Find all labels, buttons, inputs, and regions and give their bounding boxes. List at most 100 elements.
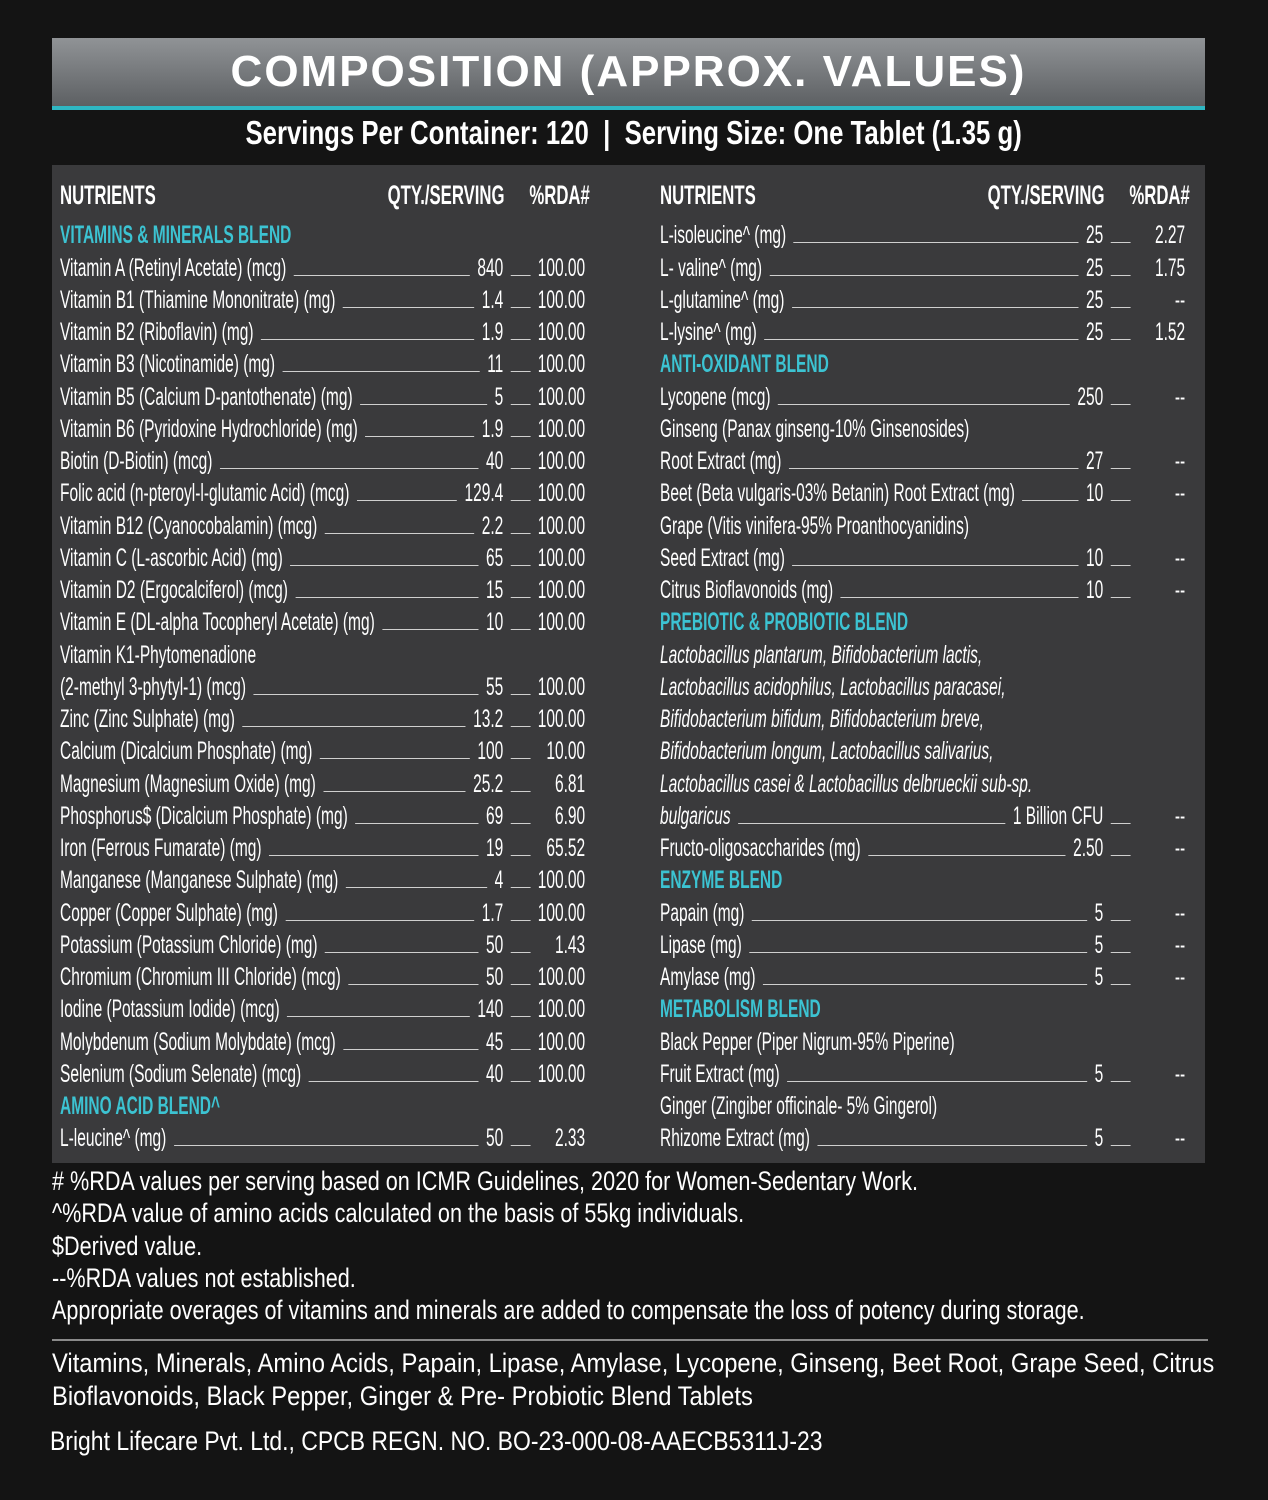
leader-line bbox=[253, 693, 479, 695]
nutrient-name: Vitamin A (Retinyl Acetate) (mcg) bbox=[60, 253, 287, 282]
leader-line bbox=[868, 855, 1066, 856]
quantity: 50 bbox=[486, 1124, 504, 1153]
ingredients-line: Bioflavonoids, Black Pepper, Ginger & Pr… bbox=[52, 1381, 753, 1411]
quantity: 1.7 bbox=[481, 898, 504, 927]
nutrient-row: Calcium (Dicalcium Phosphate) (mg) 100 10.… bbox=[60, 734, 585, 766]
nutrient-name: bulgaricus bbox=[660, 801, 731, 830]
leader-line bbox=[382, 629, 479, 631]
leader-line bbox=[1110, 951, 1131, 953]
quantity: 65 bbox=[486, 543, 504, 572]
nutrient-row: Grape (Vitis vinifera-95% Proanthocyanid… bbox=[660, 508, 1185, 540]
nutrient-row: Iodine (Potassium Iodide) (mcg) 140 100.00 bbox=[60, 992, 585, 1024]
rda: 100.00 bbox=[537, 705, 586, 733]
quantity: 140 bbox=[477, 995, 504, 1024]
nutrient-name: Vitamin C (L-ascorbic Acid) (mg) bbox=[60, 543, 283, 572]
leader-line bbox=[769, 274, 1079, 276]
nutrient-name: Vitamin K1-Phytomenadione bbox=[60, 640, 257, 669]
leader-line bbox=[324, 951, 479, 953]
divider bbox=[52, 1339, 1208, 1341]
leader-line bbox=[1110, 919, 1131, 921]
rda: -- bbox=[1174, 382, 1186, 411]
leader-line bbox=[510, 564, 531, 566]
leader-line bbox=[510, 306, 531, 308]
nutrient-name: Lactobacillus acidophilus, Lactobacillus… bbox=[660, 672, 1006, 701]
nutrient-name: Manganese (Manganese Sulphate) (mg) bbox=[60, 866, 339, 895]
quantity: 10 bbox=[486, 608, 504, 637]
nutrient-row: Vitamin K1-Phytomenadione bbox=[60, 637, 585, 669]
nutrient-row: Root Extract (mg) 27 -- bbox=[660, 444, 1185, 476]
nutrient-row: Selenium (Sodium Selenate) (mcg) 40 100.00 bbox=[60, 1057, 585, 1089]
nutrient-row: PREBIOTIC & PROBIOTIC BLEND bbox=[660, 605, 1185, 637]
leader-line bbox=[319, 758, 470, 760]
nutrient-row: Vitamin B3 (Nicotinamide) (mg) 11 100.00 bbox=[60, 347, 585, 379]
section-heading: ANTI-OXIDANT BLEND bbox=[660, 350, 829, 379]
quantity: 15 bbox=[486, 576, 504, 604]
leader-line bbox=[788, 468, 1079, 469]
nutrient-row: Vitamin B6 (Pyridoxine Hydrochloride) (m… bbox=[60, 412, 585, 444]
nutrient-name: Potassium (Potassium Chloride) (mg) bbox=[60, 930, 318, 959]
nutrient-row: Citrus Bioflavonoids (mg) 10 -- bbox=[660, 573, 1185, 605]
leader-line bbox=[287, 1016, 470, 1018]
rda: 100.00 bbox=[537, 479, 586, 508]
nutrient-row: Manganese (Manganese Sulphate) (mg) 4 100.… bbox=[60, 863, 585, 895]
nutrient-name: Chromium (Chromium III Chloride) (mcg) bbox=[60, 963, 341, 991]
rda: 100.00 bbox=[537, 608, 586, 637]
quantity: 5 bbox=[1094, 1124, 1104, 1153]
leader-line bbox=[1110, 984, 1131, 985]
nutrient-name: Iodine (Potassium Iodide) (mcg) bbox=[60, 995, 280, 1024]
nutrient-row: Ginseng (Panax ginseng-10% Ginsenosides) bbox=[660, 412, 1185, 444]
leader-line bbox=[510, 887, 531, 889]
nutrient-name: Vitamin E (DL-alpha Tocopheryl Acetate) … bbox=[60, 608, 375, 637]
footnote: # %RDA values per serving based on ICMR … bbox=[52, 1166, 919, 1196]
leader-line bbox=[1110, 468, 1131, 469]
rda: 6.90 bbox=[554, 801, 586, 830]
quantity: 11 bbox=[487, 350, 504, 379]
quantity: 50 bbox=[486, 963, 504, 991]
nutrient-row: Vitamin B1 (Thiamine Mononitrate) (mg) 1.… bbox=[60, 283, 585, 315]
footnote: Appropriate overages of vitamins and min… bbox=[52, 1295, 1085, 1326]
rda: -- bbox=[1174, 898, 1186, 927]
rda: -- bbox=[1174, 447, 1186, 475]
leader-line bbox=[1110, 1080, 1131, 1082]
section-heading: PREBIOTIC & PROBIOTIC BLEND bbox=[660, 608, 909, 637]
rda: 100.00 bbox=[537, 576, 586, 604]
subtitle-row: Servings Per Container: 120 | Serving Si… bbox=[0, 114, 1268, 152]
nutrient-row: L- valine^ (mg) 25 1.75 bbox=[660, 250, 1185, 282]
rda: -- bbox=[1174, 801, 1186, 830]
nutrient-row: Biotin (D-Biotin) (mcg) 40 100.00 bbox=[60, 444, 585, 476]
nutrient-name: Rhizome Extract (mg) bbox=[660, 1124, 810, 1153]
leader-line bbox=[295, 597, 479, 598]
quantity: 1.9 bbox=[481, 414, 504, 443]
rda: 2.27 bbox=[1154, 221, 1186, 250]
quantity: 45 bbox=[486, 1027, 504, 1056]
rda: 100.00 bbox=[537, 285, 586, 314]
nutrient-row: ENZYME BLEND bbox=[660, 863, 1185, 895]
nutrient-row: Vitamin E (DL-alpha Tocopheryl Acetate) … bbox=[60, 605, 585, 637]
nutrient-name: L- valine^ (mg) bbox=[660, 253, 763, 282]
nutrient-row: Lipase (mg) 5 -- bbox=[660, 928, 1185, 960]
nutrient-name: Iron (Ferrous Fumarate) (mg) bbox=[60, 834, 262, 862]
quantity: 5 bbox=[1094, 898, 1104, 927]
leader-line bbox=[792, 564, 1079, 566]
company: Bright Lifecare Pvt. Ltd., CPCB REGN. NO… bbox=[50, 1426, 823, 1456]
nutrient-name: (2-methyl 3-phytyl-1) (mcg) bbox=[60, 672, 247, 701]
leader-line bbox=[764, 339, 1079, 340]
nutrient-column: NUTRIENTS QTY./SERVING %RDA# VITAMINS & MIN… bbox=[60, 172, 590, 1153]
nutrient-name: Vitamin B5 (Calcium D-pantothenate) (mg) bbox=[60, 382, 353, 411]
quantity: 69 bbox=[486, 801, 504, 830]
footnotes: # %RDA values per serving based on ICMR … bbox=[52, 1166, 1172, 1327]
nutrient-row: Folic acid (n-pteroyl-l-glutamic Acid) (… bbox=[60, 476, 585, 508]
rda: -- bbox=[1174, 479, 1186, 508]
leader-line bbox=[355, 822, 479, 824]
leader-line bbox=[324, 532, 475, 534]
quantity: 10 bbox=[1086, 479, 1104, 508]
rda: 100.00 bbox=[537, 866, 586, 895]
nutrient-row: Zinc (Zinc Sulphate) (mg) 13.2 100.00 bbox=[60, 702, 585, 734]
leader-line bbox=[840, 597, 1079, 598]
leader-line bbox=[510, 403, 531, 405]
quantity: 25 bbox=[1086, 318, 1104, 346]
quantity: 5 bbox=[1094, 1059, 1104, 1088]
leader-line bbox=[510, 468, 531, 469]
quantity: 1.9 bbox=[481, 318, 504, 346]
